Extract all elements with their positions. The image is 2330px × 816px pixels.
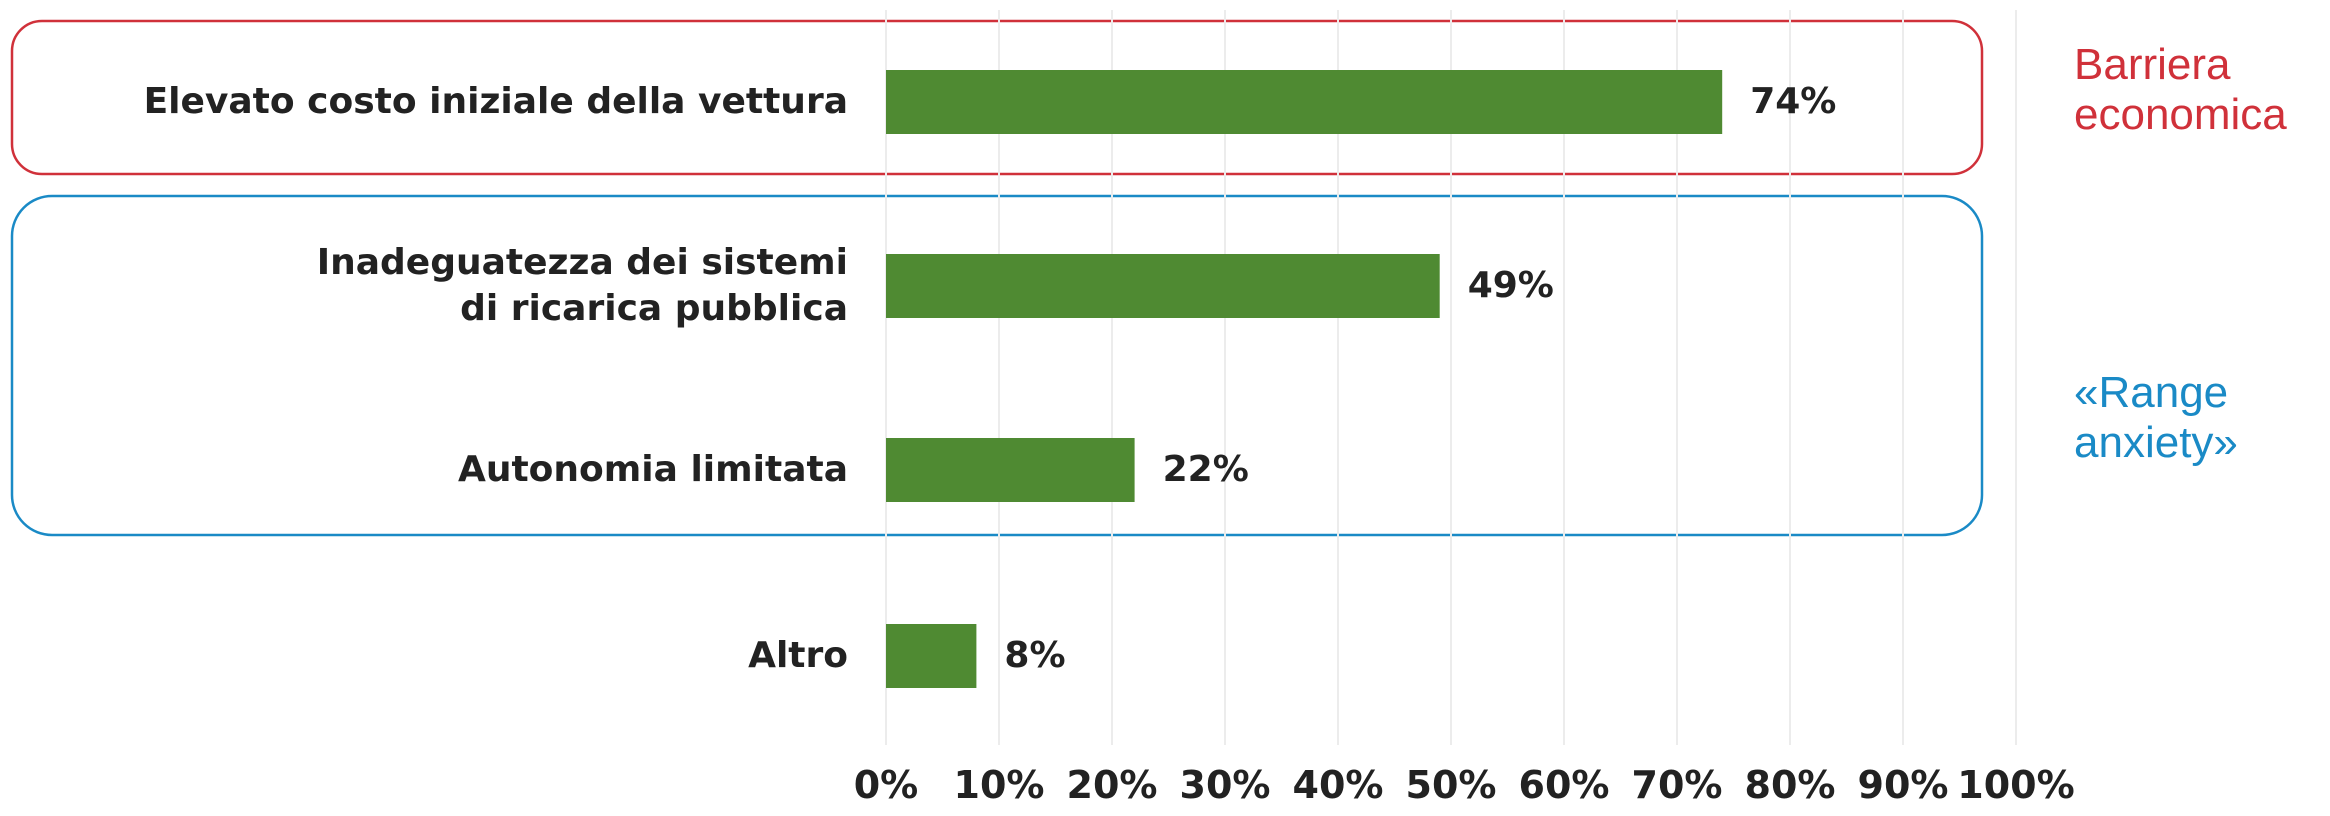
category-label: Inadeguatezza dei sistemi di ricarica pu…	[316, 242, 848, 329]
x-tick-label: 10%	[953, 763, 1045, 807]
value-label: 8%	[1004, 635, 1066, 676]
x-tick-label: 30%	[1179, 763, 1271, 807]
bar	[886, 70, 1723, 134]
group-box-economic	[10, 19, 1984, 176]
annotation: «Range anxiety»	[2074, 368, 2238, 467]
bar	[886, 438, 1135, 502]
x-tick-label: 50%	[1405, 763, 1497, 807]
category-label: Elevato costo iniziale della vettura	[143, 81, 848, 122]
value-label: 49%	[1467, 265, 1554, 306]
value-label: 74%	[1750, 81, 1837, 122]
group-box-range	[10, 194, 1984, 537]
bar	[886, 254, 1440, 318]
value-label: 22%	[1162, 449, 1249, 490]
category-label: Altro	[748, 635, 848, 676]
x-tick-label: 70%	[1631, 763, 1723, 807]
x-tick-label: 100%	[1957, 763, 2075, 807]
category-label: Autonomia limitata	[457, 449, 848, 490]
x-tick-label: 0%	[853, 763, 919, 807]
x-tick-label: 90%	[1857, 763, 1949, 807]
x-tick-label: 80%	[1744, 763, 1836, 807]
bar	[886, 624, 977, 688]
x-tick-label: 60%	[1518, 763, 1610, 807]
x-tick-label: 40%	[1292, 763, 1384, 807]
annotation: Barriera economica	[2074, 40, 2287, 139]
x-tick-label: 20%	[1066, 763, 1158, 807]
